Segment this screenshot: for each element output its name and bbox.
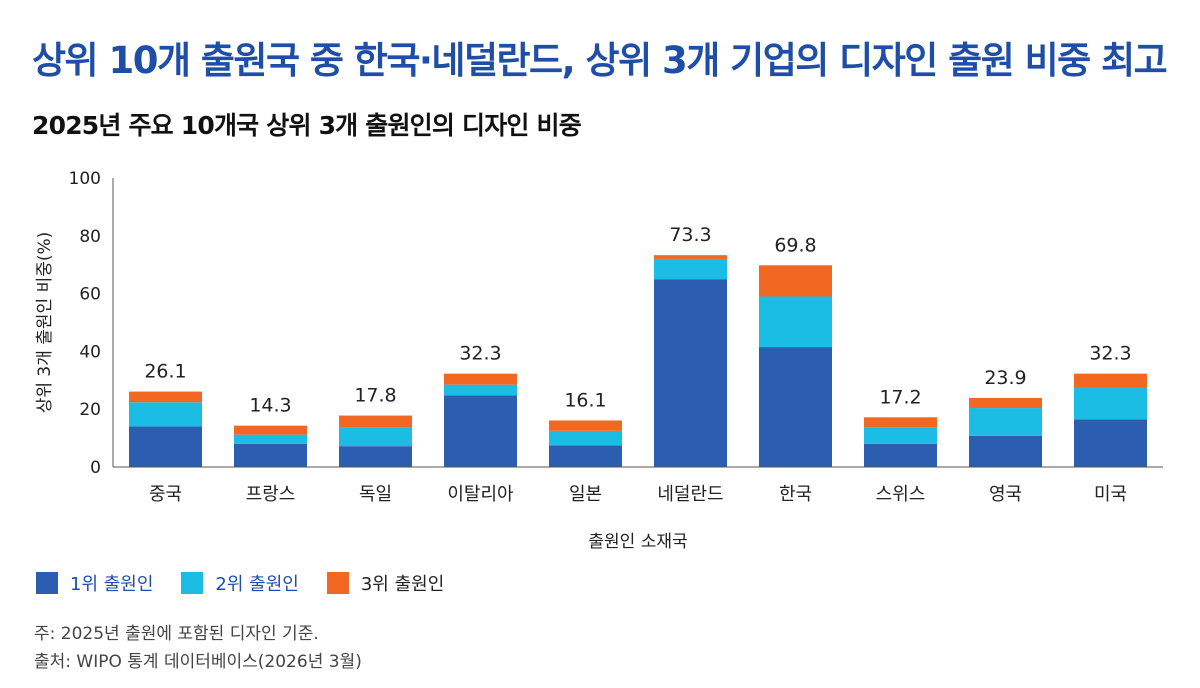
- bar-segment-3: [339, 415, 412, 428]
- bar-segment-3: [549, 420, 622, 431]
- chart-title: 2025년 주요 10개국 상위 3개 출원인의 디자인 비중: [32, 111, 582, 140]
- bar-segment-1: [654, 279, 727, 467]
- bar-segment-2: [234, 434, 307, 444]
- bar-segment-2: [549, 430, 622, 446]
- bar-segment-3: [759, 265, 832, 297]
- x-tick-label: 독일: [359, 484, 392, 505]
- y-tick-label: 0: [90, 458, 101, 478]
- bar-segment-1: [339, 446, 412, 467]
- x-tick-label: 한국: [779, 484, 812, 505]
- bar-segment-1: [234, 443, 307, 467]
- x-tick-label: 스위스: [876, 484, 926, 505]
- legend-item-2nd: 2위 출원인: [181, 570, 299, 596]
- x-tick-label: 미국: [1094, 484, 1127, 505]
- legend-swatch-1st: [36, 572, 58, 594]
- axes-layer: [112, 178, 1163, 468]
- bar-segment-2: [444, 384, 517, 396]
- bar-segment-1: [549, 445, 622, 467]
- bar-segment-1: [759, 347, 832, 467]
- legend-swatch-3rd: [326, 572, 349, 594]
- bar-segment-2: [759, 296, 832, 348]
- bar-segment-2: [129, 402, 202, 427]
- bar-segment-1: [129, 426, 202, 467]
- bar-segment-3: [969, 397, 1042, 409]
- legend-item-3rd: 3위 출원인: [326, 570, 445, 596]
- bar-total-label: 23.9: [984, 367, 1026, 389]
- bar-segment-2: [1074, 387, 1147, 420]
- bar-segment-3: [864, 417, 937, 428]
- bar-total-label: 26.1: [144, 361, 186, 383]
- bar-total-label: 17.8: [354, 385, 396, 407]
- bar-segment-2: [654, 258, 727, 280]
- bar-segment-2: [864, 427, 937, 444]
- legend-label-1st: 1위 출원인: [70, 574, 154, 595]
- x-tick-label: 일본: [569, 484, 602, 505]
- bar-segment-1: [444, 395, 517, 467]
- bar-segment-1: [864, 443, 937, 467]
- note-basis: 주: 2025년 출원에 포함된 디자인 기준.: [34, 624, 319, 644]
- x-tick-label: 영국: [989, 484, 1022, 505]
- x-axis-label: 출원인 소재국: [588, 532, 687, 552]
- bars-layer: [129, 255, 1147, 467]
- bar-segment-1: [1074, 419, 1147, 467]
- bar-segment-3: [1074, 373, 1147, 388]
- labels-layer: 0 20 40 60 80 100 상위 3개 출원인 비중(%) 출원인 소재국 26.1 중국…: [35, 169, 1132, 552]
- y-tick-label: 80: [79, 227, 101, 247]
- y-tick-label: 100: [69, 169, 101, 189]
- chart-legend: 1위 출원인 2위 출원인 3위 출원인: [36, 570, 472, 596]
- bar-total-label: 73.3: [669, 224, 711, 246]
- note-source: 출처: WIPO 통계 데이터베이스(2026년 3월): [34, 652, 362, 672]
- bar-segment-3: [654, 255, 727, 259]
- bar-segment-1: [969, 435, 1042, 467]
- bar-total-label: 14.3: [249, 395, 291, 417]
- bar-total-label: 17.2: [879, 386, 921, 408]
- x-tick-label: 네덜란드: [657, 484, 723, 505]
- bar-segment-3: [444, 373, 517, 385]
- y-tick-label: 40: [79, 342, 101, 362]
- bar-total-label: 32.3: [459, 343, 501, 365]
- bar-total-label: 32.3: [1089, 343, 1131, 365]
- x-tick-label: 프랑스: [246, 484, 296, 505]
- y-tick-label: 60: [79, 285, 101, 305]
- y-axis-label: 상위 3개 출원인 비중(%): [35, 232, 55, 414]
- bar-segment-2: [339, 427, 412, 447]
- y-tick-label: 20: [79, 400, 101, 420]
- legend-item-1st: 1위 출원인: [36, 570, 153, 596]
- legend-label-3rd: 3위 출원인: [360, 574, 445, 595]
- legend-label-2nd: 2위 출원인: [215, 574, 299, 595]
- stacked-bar-chart: 0 20 40 60 80 100 상위 3개 출원인 비중(%) 출원인 소재국 26.1 중국…: [35, 169, 1163, 552]
- x-tick-label: 이탈리아: [447, 484, 514, 505]
- headline: 상위 10개 출원국 중 한국·네덜란드, 상위 3개 기업의 디자인 출원 비…: [32, 39, 1168, 82]
- bar-total-label: 16.1: [564, 389, 606, 411]
- bar-segment-2: [969, 408, 1042, 436]
- footnotes: 주: 2025년 출원에 포함된 디자인 기준. 출처: WIPO 통계 데이터…: [34, 620, 362, 676]
- x-tick-label: 중국: [149, 484, 182, 505]
- legend-swatch-2nd: [181, 572, 204, 594]
- bar-segment-3: [129, 391, 202, 403]
- bar-total-label: 69.8: [774, 234, 816, 256]
- bar-segment-3: [234, 425, 307, 435]
